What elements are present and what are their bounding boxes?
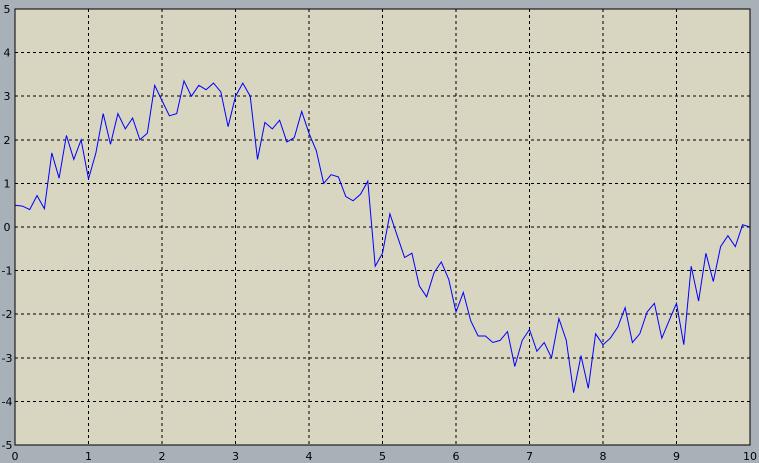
plot-border (14, 8, 751, 446)
series-group (14, 79, 751, 393)
y-axis-ticks: -5 -4 -3 -2 -1 0 1 2 3 4 5 (2, 3, 13, 452)
y-tick-label: 3 (4, 90, 11, 103)
x-tick-label: 2 (159, 450, 166, 463)
x-axis-ticks: 0 1 2 3 4 5 6 7 8 9 10 (12, 450, 758, 463)
y-tick-label: -1 (2, 265, 13, 278)
series-line-1 (14, 79, 751, 393)
x-tick-label: 3 (232, 450, 239, 463)
y-tick-label: 2 (4, 134, 11, 147)
y-tick-label: -4 (2, 395, 13, 408)
x-tick-label: 10 (743, 450, 757, 463)
x-tick-label: 4 (306, 450, 313, 463)
x-tick-label: 7 (526, 450, 533, 463)
grid-lines (15, 9, 750, 445)
y-tick-label: -3 (2, 352, 13, 365)
x-tick-label: 1 (85, 450, 92, 463)
y-tick-label: -5 (2, 439, 13, 452)
x-tick-label: 6 (453, 450, 460, 463)
y-tick-label: 0 (4, 221, 11, 234)
y-tick-label: 1 (4, 177, 11, 190)
x-tick-label: 9 (673, 450, 680, 463)
x-tick-label: 5 (379, 450, 386, 463)
y-tick-label: 5 (4, 3, 11, 16)
y-tick-label: 4 (4, 47, 11, 60)
y-tick-label: -2 (2, 308, 13, 321)
x-tick-label: 0 (12, 450, 19, 463)
x-tick-label: 8 (600, 450, 607, 463)
